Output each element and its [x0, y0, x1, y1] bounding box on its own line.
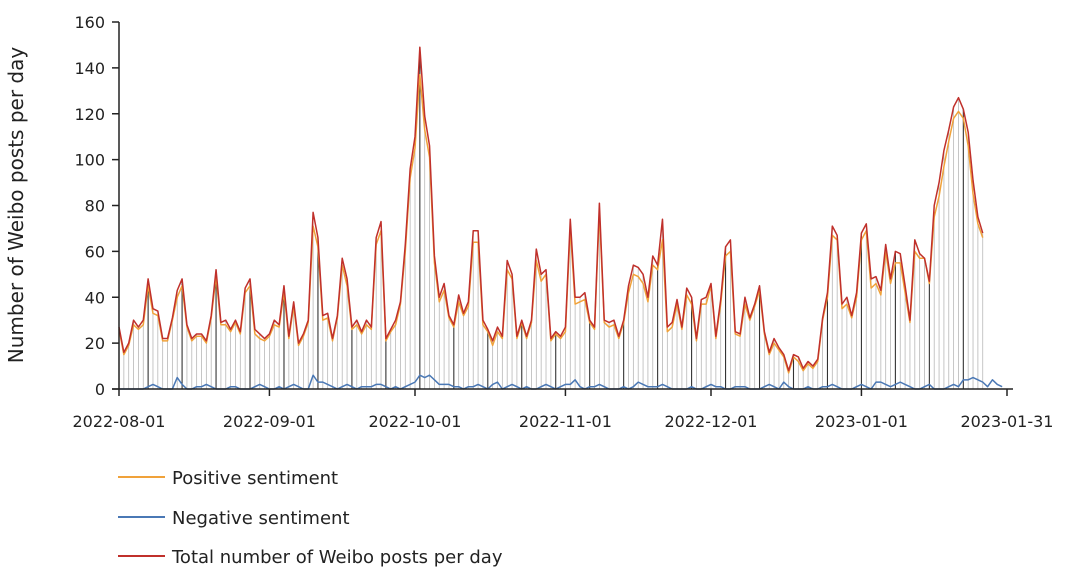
x-tick-label: 2022-11-01 [519, 412, 612, 431]
legend-label-total: Total number of Weibo posts per day [171, 547, 503, 568]
x-tick-label: 2023-01-31 [961, 412, 1054, 431]
y-tick-label: 140 [74, 59, 105, 78]
legend: Positive sentiment Negative sentiment To… [118, 468, 503, 568]
x-tick-label: 2022-10-01 [369, 412, 462, 431]
y-tick-label: 160 [74, 13, 105, 32]
x-ticks: 2022-08-01 2022-09-01 2022-10-01 2022-11-01… [73, 389, 1054, 431]
y-tick-label: 40 [85, 288, 105, 307]
y-axis-title: Number of Weibo posts per day [4, 47, 28, 364]
legend-label-positive: Positive sentiment [172, 468, 338, 489]
drop-lines [118, 47, 984, 389]
series-lines [118, 46, 1003, 390]
x-tick-label: 2022-09-01 [223, 412, 316, 431]
series-line-negative [119, 374, 1003, 390]
x-tick-label: 2022-08-01 [73, 412, 166, 431]
y-tick-label: 60 [85, 242, 105, 261]
y-ticks: 0 20 40 60 80 100 120 140 160 [74, 13, 119, 399]
y-tick-label: 80 [85, 197, 105, 216]
y-tick-label: 120 [74, 105, 105, 124]
legend-label-negative: Negative sentiment [172, 508, 350, 529]
x-tick-label: 2023-01-01 [815, 412, 908, 431]
y-tick-label: 100 [74, 151, 105, 170]
y-tick-label: 20 [85, 334, 105, 353]
y-tick-label: 0 [95, 380, 105, 399]
x-tick-label: 2022-12-01 [665, 412, 758, 431]
series-line-total [118, 46, 984, 372]
